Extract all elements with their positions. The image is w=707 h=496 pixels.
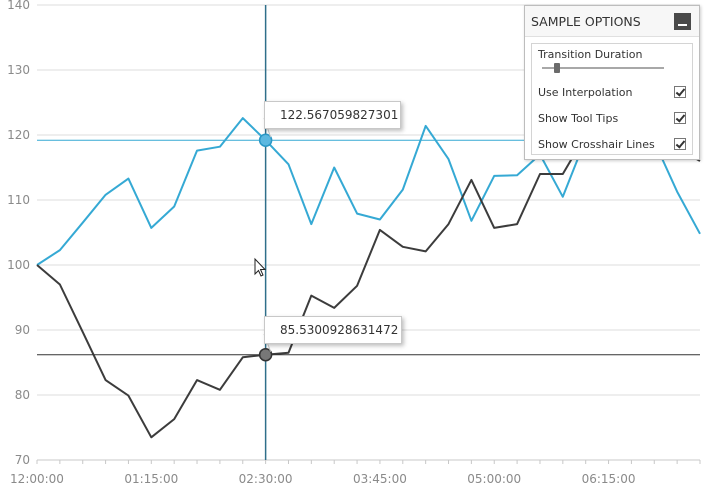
option-show-crosshair-lines[interactable]: Show Crosshair Lines (538, 131, 686, 157)
sample-options-panel: SAMPLE OPTIONS Transition Duration Use I… (524, 5, 700, 160)
tooltip-dark-series: 85.5300928631472 (264, 316, 402, 344)
x-tick-label: 05:00:00 (467, 472, 521, 486)
use-interpolation-checkbox[interactable] (674, 86, 686, 98)
crosshair-marker-dark (258, 347, 273, 362)
x-tick-label: 03:45:00 (353, 472, 407, 486)
crosshair-marker-blue (258, 133, 273, 147)
y-tick-label: 140 (7, 0, 30, 12)
y-tick-label: 100 (7, 258, 30, 272)
collapse-button[interactable] (674, 12, 691, 30)
tooltip-blue-series: 122.567059827301 (264, 101, 401, 129)
x-tick-label: 01:15:00 (124, 472, 178, 486)
tooltip-value: 122.567059827301 (280, 108, 399, 122)
transition-duration-slider[interactable] (542, 63, 664, 73)
panel-header: SAMPLE OPTIONS (525, 6, 699, 37)
x-tick-label: 02:30:00 (239, 472, 293, 486)
y-tick-label: 110 (7, 193, 30, 207)
x-tick-label: 12:00:00 (10, 472, 64, 486)
y-tick-label: 130 (7, 63, 30, 77)
y-tick-label: 70 (15, 453, 30, 467)
transition-duration-label: Transition Duration (538, 48, 643, 61)
tooltip-value: 85.5300928631472 (280, 323, 399, 337)
option-label: Show Crosshair Lines (538, 137, 655, 151)
y-tick-label: 90 (15, 323, 30, 337)
y-tick-label: 120 (7, 128, 30, 142)
mouse-cursor-icon (254, 257, 267, 277)
option-use-interpolation[interactable]: Use Interpolation (538, 79, 686, 105)
x-tick-label: 06:15:00 (582, 472, 636, 486)
option-label: Show Tool Tips (538, 111, 619, 125)
y-tick-label: 80 (15, 388, 30, 402)
y-axis: 70 80 90 100 110 120 130 140 (7, 0, 30, 467)
show-tooltips-checkbox[interactable] (674, 112, 686, 124)
panel-title: SAMPLE OPTIONS (531, 13, 641, 29)
panel-body: Transition Duration Use Interpolation Sh… (531, 43, 693, 155)
show-crosshair-lines-checkbox[interactable] (674, 138, 686, 150)
x-axis: 12:00:00 01:15:00 02:30:00 03:45:00 05:00:00… (10, 459, 701, 486)
option-label: Use Interpolation (538, 85, 633, 99)
option-show-tooltips[interactable]: Show Tool Tips (538, 105, 686, 131)
slider-thumb[interactable] (553, 63, 560, 73)
